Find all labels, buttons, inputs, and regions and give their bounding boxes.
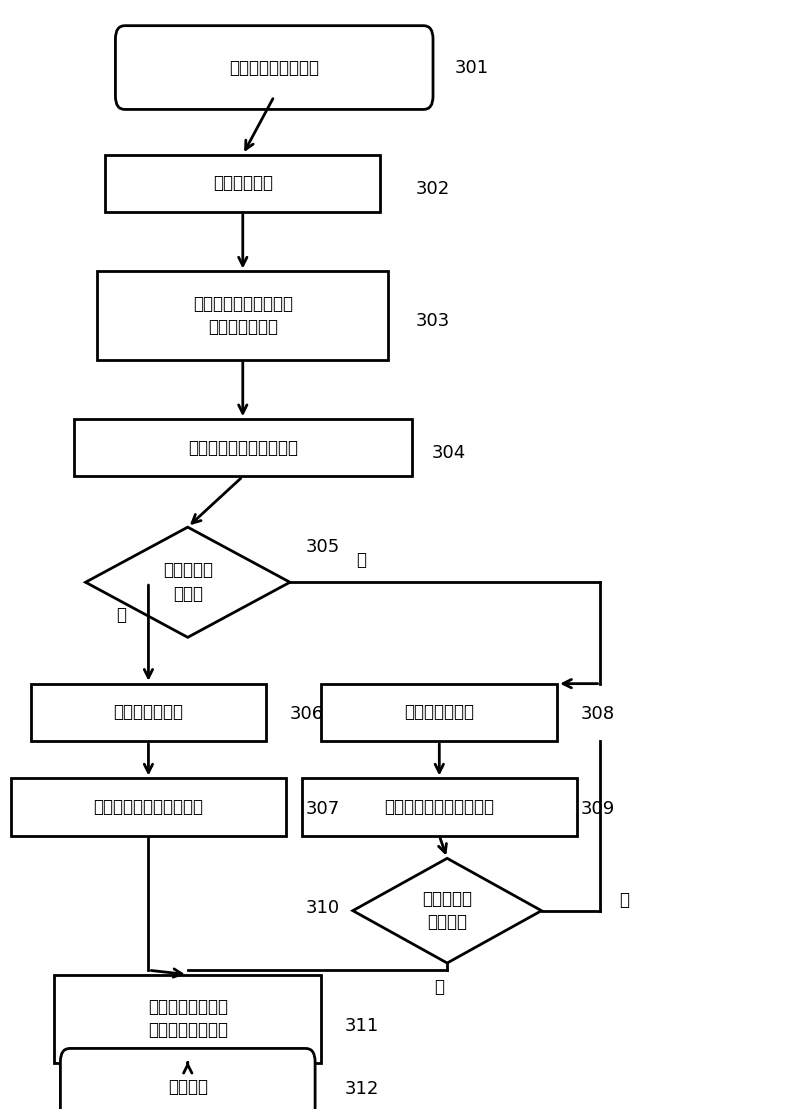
Bar: [322, 684, 558, 741]
Text: 304: 304: [431, 444, 466, 462]
Text: 311: 311: [345, 1018, 379, 1036]
Text: 请使用者输入按键文字
描述或选择外观: 请使用者输入按键文字 描述或选择外观: [193, 295, 293, 336]
Polygon shape: [353, 858, 542, 963]
Text: 310: 310: [306, 899, 340, 917]
Text: 处理结束: 处理结束: [168, 1078, 208, 1096]
FancyBboxPatch shape: [61, 1048, 315, 1116]
Text: 否: 否: [116, 606, 126, 624]
Text: 是否是多红
外信号: 是否是多红 外信号: [162, 561, 213, 603]
Text: 301: 301: [455, 58, 489, 77]
Text: 306: 306: [290, 705, 324, 723]
Text: 302: 302: [416, 180, 450, 198]
Text: 再次学习确认该红外信号: 再次学习确认该红外信号: [384, 798, 494, 816]
Polygon shape: [86, 527, 290, 637]
Text: 学习该红外信号: 学习该红外信号: [404, 703, 474, 721]
Text: 按键对应的红外信
号保存到数据库中: 按键对应的红外信 号保存到数据库中: [148, 998, 228, 1039]
Text: 303: 303: [416, 312, 450, 330]
Text: 309: 309: [581, 800, 615, 818]
Text: 312: 312: [345, 1080, 379, 1098]
Text: 是: 是: [356, 551, 366, 569]
Bar: [302, 779, 577, 836]
Text: 再次学习确认该红外信号: 再次学习确认该红外信号: [94, 798, 203, 816]
Text: 否: 否: [619, 891, 629, 908]
Bar: [74, 420, 412, 477]
Text: 询问使用者是否是多信号: 询问使用者是否是多信号: [188, 439, 298, 456]
Bar: [106, 155, 380, 212]
Text: 307: 307: [306, 800, 340, 818]
Text: 询问使用者
是否完成: 询问使用者 是否完成: [422, 889, 472, 932]
Bar: [98, 271, 388, 359]
Bar: [54, 974, 322, 1062]
Bar: [11, 779, 286, 836]
Text: 获取按键编号: 获取按键编号: [213, 174, 273, 192]
Text: 是: 是: [434, 979, 444, 997]
FancyBboxPatch shape: [115, 26, 433, 109]
Bar: [30, 684, 266, 741]
Text: 308: 308: [581, 705, 615, 723]
Text: 305: 305: [306, 538, 340, 556]
Text: 学习该红外信号: 学习该红外信号: [114, 703, 183, 721]
Text: 使用者点击新建按键: 使用者点击新建按键: [230, 58, 319, 77]
